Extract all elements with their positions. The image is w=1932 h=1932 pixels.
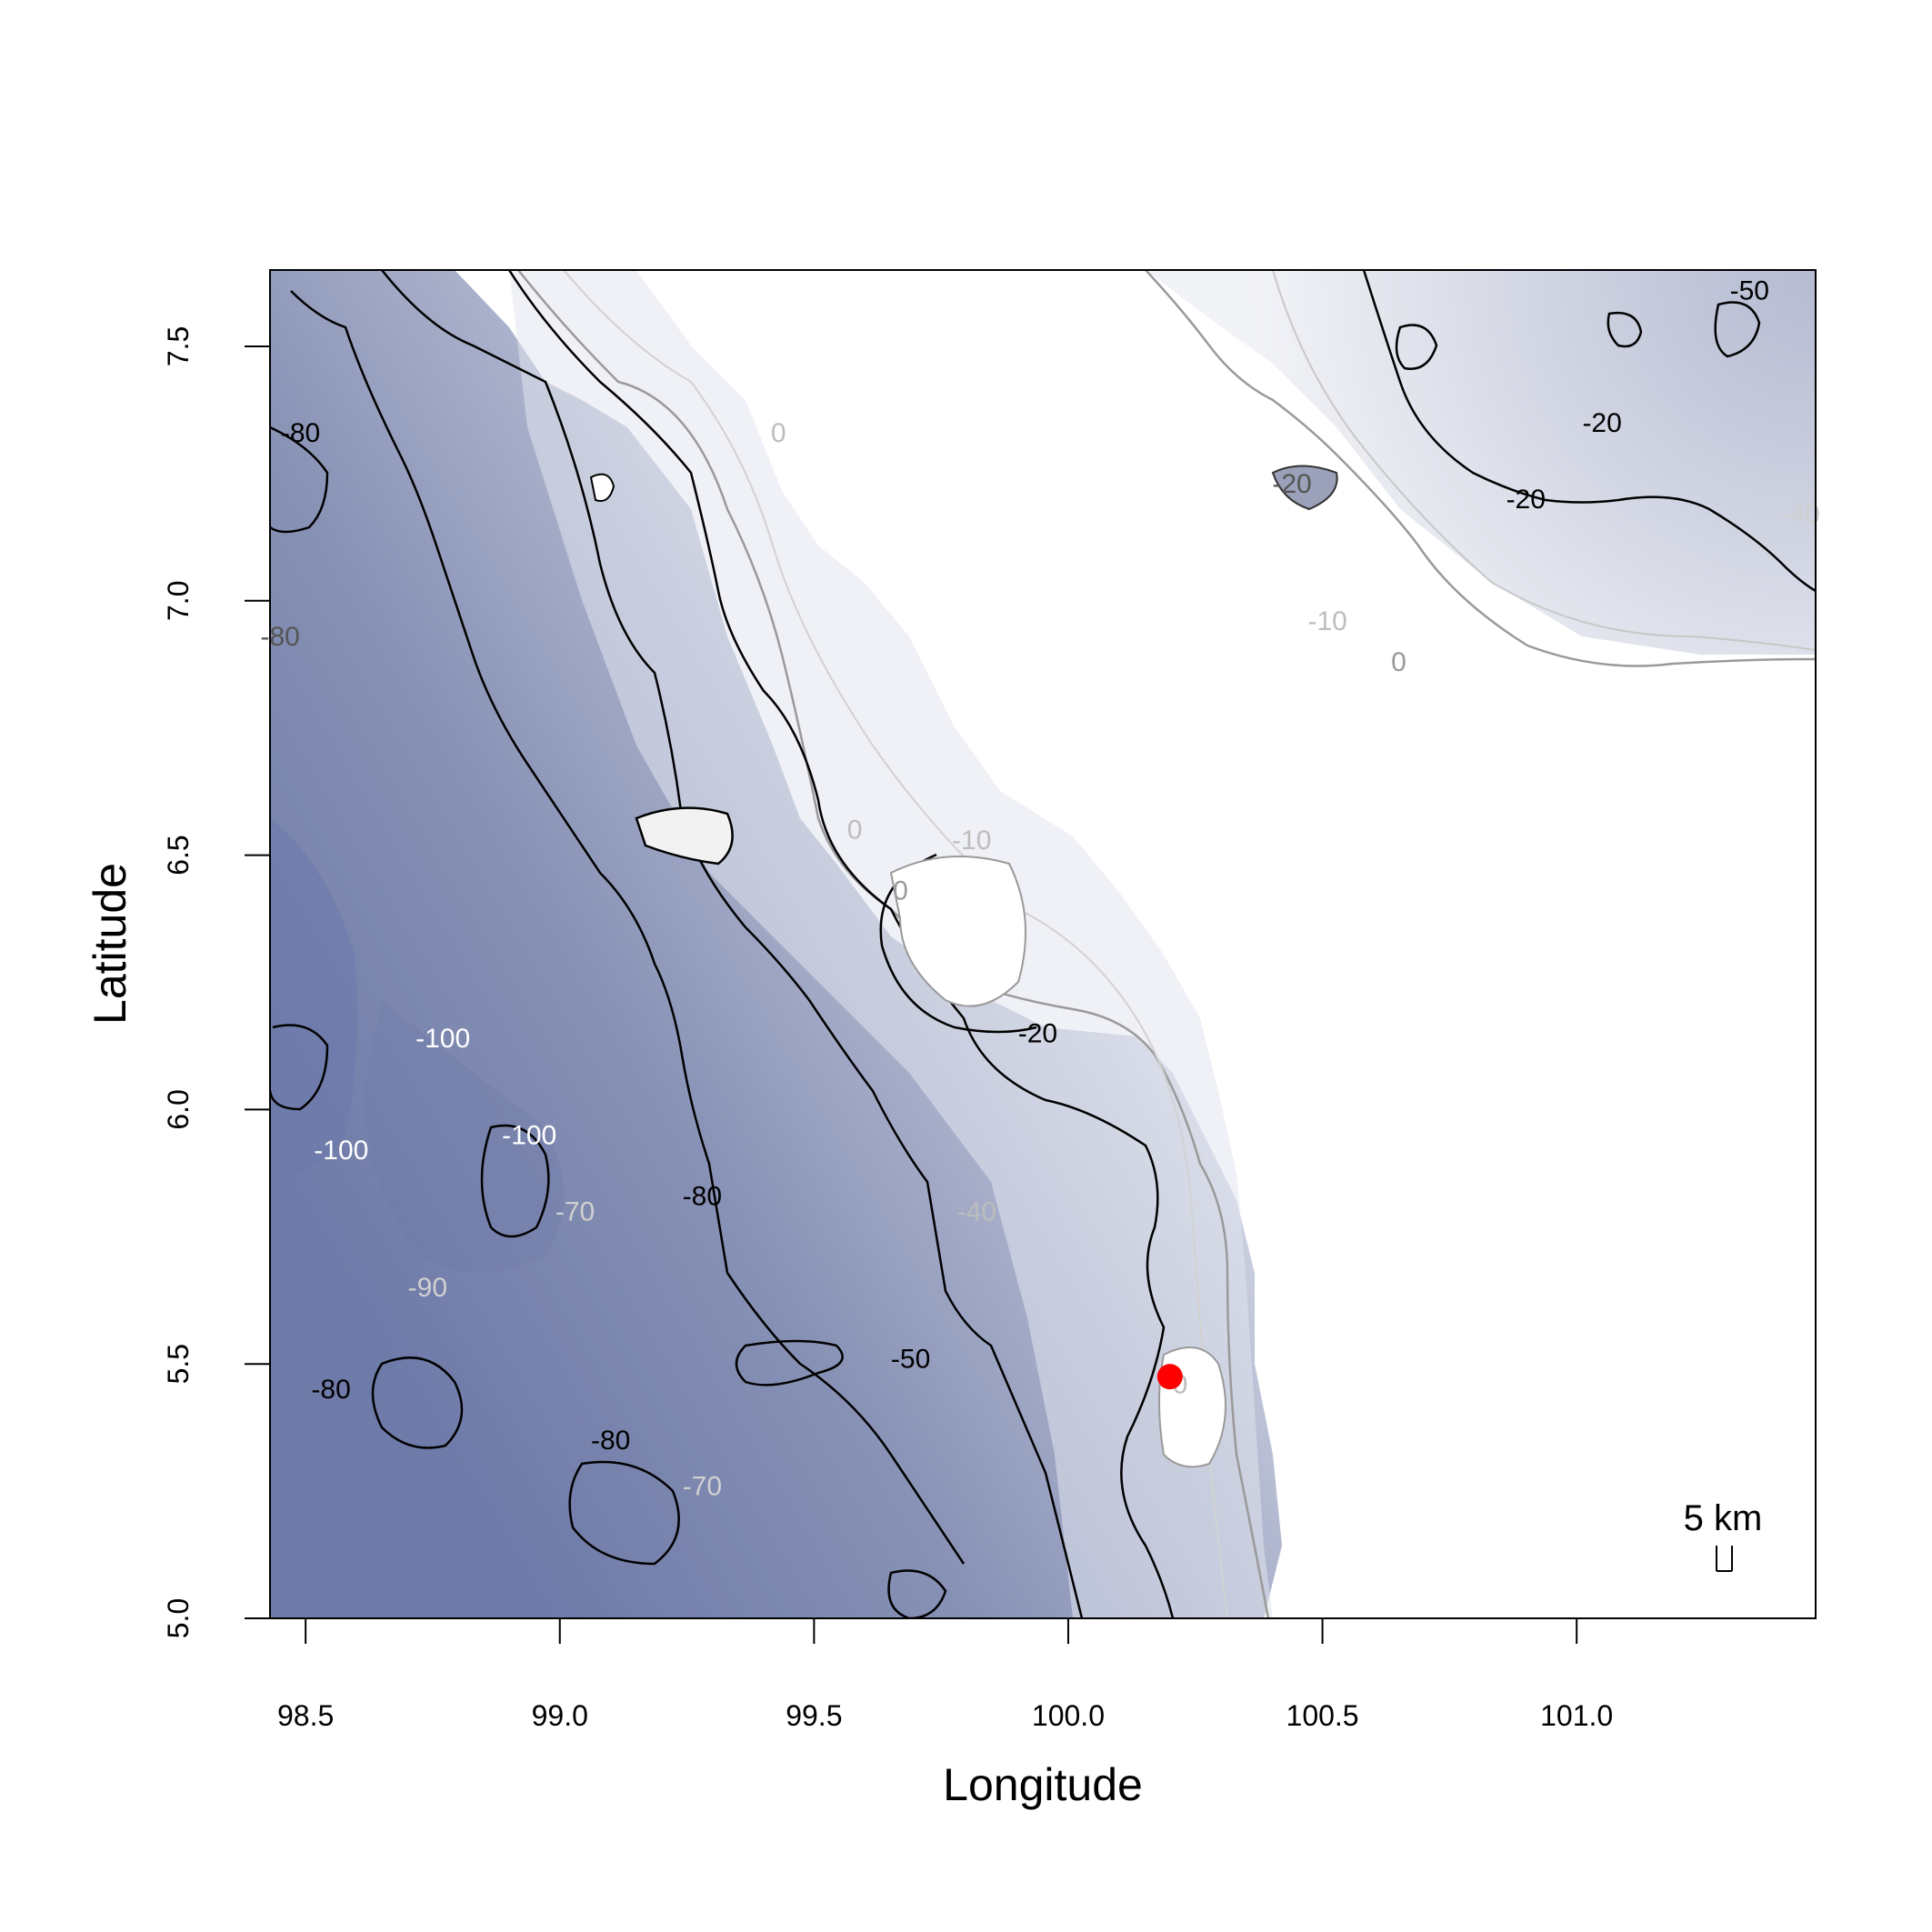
contour-minus50 bbox=[381, 270, 1084, 1618]
contour-label: -100 bbox=[502, 1120, 556, 1150]
x-tick-label: 99.0 bbox=[532, 1699, 588, 1732]
contour-label: 0 bbox=[771, 418, 786, 448]
x-tick-label: 100.0 bbox=[1032, 1699, 1105, 1732]
y-tick-label: 5.0 bbox=[162, 1598, 195, 1638]
shelf-region bbox=[509, 270, 1273, 1618]
scale-bar: 5 km bbox=[1684, 1498, 1763, 1572]
contour-label: -20 bbox=[1272, 469, 1311, 499]
contour-label: -40 bbox=[1781, 500, 1820, 530]
contour-label: -70 bbox=[683, 1471, 722, 1501]
contour-label: -80 bbox=[683, 1182, 722, 1212]
contour-label: -80 bbox=[261, 622, 300, 652]
contour-label: -50 bbox=[891, 1345, 930, 1375]
y-tick-label: 7.5 bbox=[162, 326, 195, 366]
x-axis-title: Longitude bbox=[943, 1759, 1143, 1810]
markers bbox=[1156, 1364, 1183, 1390]
contour-0-northeast bbox=[1145, 270, 1816, 667]
northeast-deep-region bbox=[1146, 270, 1816, 655]
contour-labels: -80-20-20-20-50-50-80-80-80-100-100-100-… bbox=[261, 275, 1820, 1501]
contour-label: -20 bbox=[1018, 1018, 1057, 1048]
y-axis: 5.0 5.5 6.0 6.5 7.0 7.5 bbox=[162, 326, 271, 1638]
y-tick-label: 6.0 bbox=[162, 1089, 195, 1129]
contour-label: -80 bbox=[311, 1375, 350, 1405]
x-axis: 98.5 99.0 99.5 100.0 100.5 101.0 bbox=[277, 1617, 1613, 1732]
x-tick-label: 101.0 bbox=[1540, 1699, 1613, 1732]
x-tick-label: 100.5 bbox=[1286, 1699, 1359, 1732]
contour-minus80 bbox=[290, 290, 966, 1565]
contour-minus20-northeast bbox=[1362, 270, 1816, 593]
contour-label: -90 bbox=[408, 1273, 447, 1303]
contour-label: -80 bbox=[281, 418, 320, 448]
y-tick-label: 6.5 bbox=[162, 835, 195, 875]
location-marker bbox=[1156, 1364, 1183, 1390]
contour-label: -50 bbox=[1730, 275, 1769, 305]
x-tick-label: 98.5 bbox=[277, 1699, 334, 1732]
map-surface bbox=[270, 270, 1816, 1618]
scale-bar-label: 5 km bbox=[1684, 1498, 1763, 1538]
y-tick-label: 7.0 bbox=[162, 581, 195, 621]
contour-label: -20 bbox=[1507, 485, 1546, 515]
y-tick-label: 5.5 bbox=[162, 1344, 195, 1384]
contour-label: -10 bbox=[952, 826, 991, 856]
contour-label: -80 bbox=[591, 1426, 630, 1456]
contour-minus20-island bbox=[879, 853, 1037, 1034]
contour-label: 0 bbox=[847, 816, 863, 846]
contour-label: -100 bbox=[314, 1136, 368, 1166]
x-tick-label: 99.5 bbox=[786, 1699, 842, 1732]
y-axis-title: Latitude bbox=[85, 863, 135, 1025]
deepest-patch bbox=[270, 818, 358, 1175]
contour-label: 0 bbox=[893, 876, 908, 906]
contour-label: -40 bbox=[957, 1196, 996, 1226]
contour-label: -100 bbox=[415, 1024, 470, 1054]
contour-label: -10 bbox=[1307, 606, 1346, 636]
contour-label: -20 bbox=[1582, 408, 1621, 438]
contour-label: 0 bbox=[1391, 647, 1406, 677]
contour-label: -70 bbox=[556, 1196, 595, 1226]
